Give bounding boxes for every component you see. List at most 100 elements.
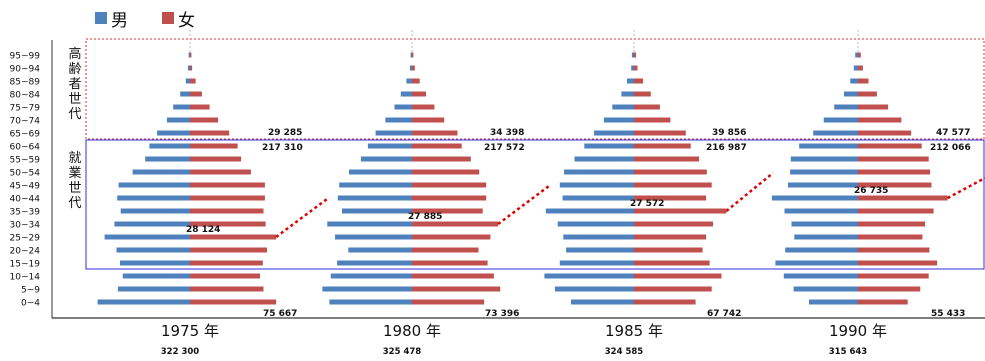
female-bar	[858, 221, 926, 227]
male-bar	[794, 234, 858, 240]
male-bar	[122, 273, 190, 279]
male-bar	[612, 104, 634, 110]
male-bar	[545, 208, 634, 214]
youth-count-label: 73 396	[485, 309, 519, 319]
peak-count-label: 27 885	[408, 212, 442, 222]
female-bar	[190, 195, 265, 201]
peak-count-label: 26 735	[854, 186, 888, 196]
male-bar	[855, 52, 858, 58]
male-bar	[145, 156, 190, 162]
male-bar	[188, 52, 190, 58]
female-bar	[412, 65, 415, 71]
male-bar	[823, 117, 858, 123]
female-bar	[634, 195, 707, 201]
male-bar	[813, 130, 858, 136]
female-bar	[634, 169, 707, 175]
female-bar	[412, 104, 435, 110]
female-bar	[412, 156, 471, 162]
male-bar	[574, 156, 634, 162]
peak-connector-line	[947, 176, 985, 200]
female-bar	[634, 208, 727, 214]
male-bar	[554, 286, 634, 292]
female-bar	[858, 169, 931, 175]
male-bar	[409, 65, 412, 71]
male-bar	[584, 143, 634, 149]
age-tick-label: 35~39	[10, 208, 41, 218]
female-bar	[190, 299, 277, 305]
female-bar	[858, 104, 889, 110]
male-bar	[187, 65, 190, 71]
male-bar	[400, 91, 412, 97]
female-bar	[412, 208, 483, 214]
legend-swatch-female	[162, 12, 174, 24]
female-bar	[190, 221, 266, 227]
male-bar	[339, 182, 412, 188]
working-region-box	[85, 139, 985, 270]
peak-count-label: 28 124	[186, 225, 220, 235]
male-bar	[631, 52, 634, 58]
female-bar	[190, 169, 251, 175]
elderly-group-label: 代	[68, 107, 81, 122]
male-bar	[791, 221, 858, 227]
male-bar	[335, 234, 412, 240]
male-bar	[785, 247, 858, 253]
female-bar	[634, 260, 710, 266]
female-bar	[412, 195, 487, 201]
working-group-label: 代	[68, 196, 81, 211]
age-tick-label: 0~4	[21, 299, 40, 309]
male-bar	[621, 91, 634, 97]
female-bar	[858, 91, 877, 97]
male-bar	[185, 78, 190, 84]
female-bar	[634, 91, 651, 97]
female-bar	[634, 221, 714, 227]
age-tick-label: 10~14	[10, 273, 41, 283]
elderly-count-label: 47 577	[936, 128, 970, 138]
legend-swatch-male	[95, 12, 107, 24]
male-bar	[337, 195, 412, 201]
age-tick-label: 20~24	[10, 247, 41, 257]
legend-label-male: 男	[111, 11, 128, 31]
age-tick-label: 80~84	[10, 91, 41, 101]
age-tick-label: 65~69	[10, 130, 41, 140]
male-bar	[790, 169, 858, 175]
female-bar	[190, 78, 196, 84]
female-bar	[634, 117, 671, 123]
working-group-label: 世	[68, 181, 81, 196]
age-tick-label: 40~44	[10, 195, 41, 205]
female-bar	[858, 299, 908, 305]
total-population-label: 325 478	[383, 347, 422, 357]
male-bar	[566, 247, 634, 253]
female-bar	[190, 234, 277, 240]
total-population-label: 322 300	[161, 347, 200, 357]
female-bar	[858, 286, 921, 292]
male-bar	[349, 169, 412, 175]
female-bar	[858, 195, 948, 201]
male-bar	[790, 156, 858, 162]
female-bar	[190, 273, 260, 279]
female-bar	[858, 260, 938, 266]
male-bar	[793, 286, 858, 292]
male-bar	[844, 91, 858, 97]
age-tick-label: 25~29	[10, 234, 41, 244]
female-bar	[412, 221, 499, 227]
year-label: 1980 年	[383, 322, 441, 340]
year-label: 1990 年	[829, 322, 887, 340]
male-bar	[784, 208, 858, 214]
female-bar	[190, 91, 202, 97]
male-bar	[120, 208, 190, 214]
male-bar	[559, 260, 634, 266]
female-bar	[634, 143, 691, 149]
female-bar	[412, 117, 445, 123]
female-bar	[190, 130, 230, 136]
female-bar	[634, 247, 703, 253]
female-bar	[412, 78, 420, 84]
male-bar	[853, 65, 858, 71]
age-tick-label: 45~49	[10, 182, 41, 192]
female-bar	[412, 286, 501, 292]
male-bar	[562, 195, 634, 201]
age-tick-label: 30~34	[10, 221, 41, 231]
elderly-region-box	[85, 38, 985, 140]
male-bar	[342, 208, 412, 214]
female-bar	[412, 52, 414, 58]
